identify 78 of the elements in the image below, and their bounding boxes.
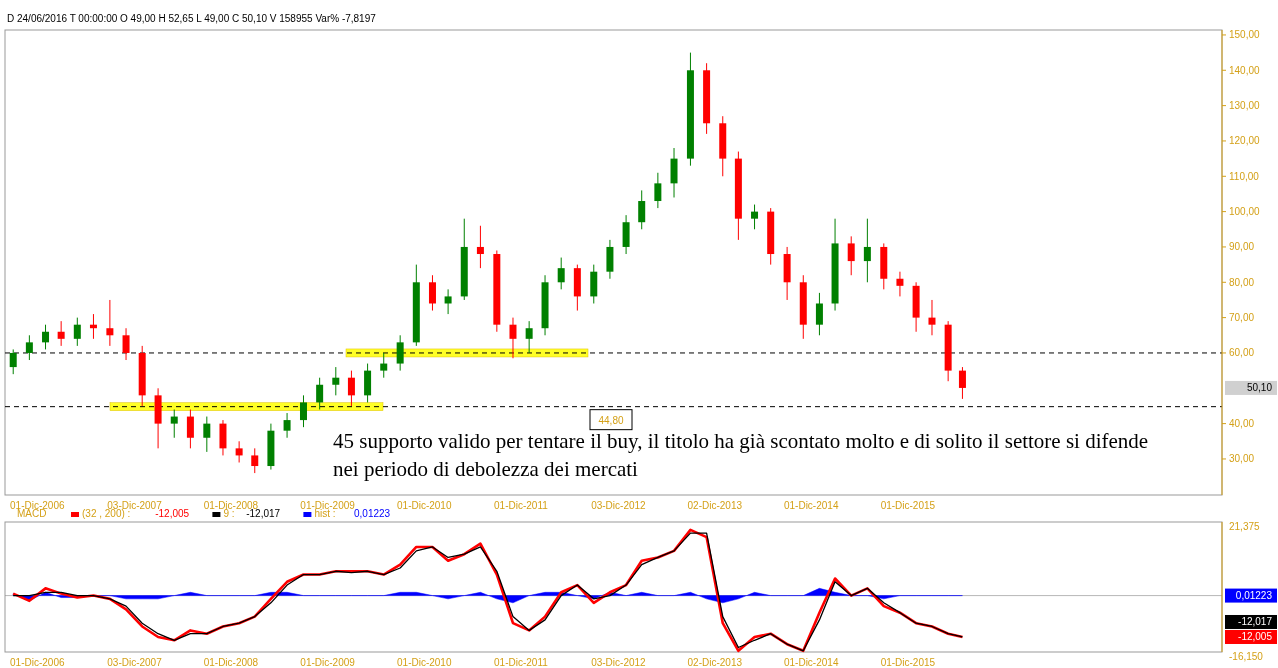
- x-tick-label: 01-Dic-2006: [10, 500, 65, 511]
- candlestick: [896, 271, 904, 297]
- x-tick-label: 01-Dic-2014: [783, 657, 839, 668]
- candlestick: [25, 334, 33, 361]
- y-tick-label: 60,00: [1229, 347, 1255, 359]
- text: 0,01223: [354, 508, 391, 519]
- y-tick-label: 40,00: [1229, 418, 1255, 430]
- candlestick: [444, 288, 452, 315]
- x-tick-label: 01-Dic-2009: [300, 657, 356, 668]
- candlestick: [380, 352, 388, 379]
- text: -12,017: [1238, 616, 1272, 628]
- candlestick: [251, 447, 259, 474]
- x-tick-label: 01-Dic-2014: [783, 500, 839, 511]
- y-tick-label: 130,00: [1229, 100, 1261, 112]
- candlestick: [863, 218, 871, 283]
- candlestick: [525, 320, 533, 354]
- x-tick-label: 01-Dic-2008: [203, 500, 259, 511]
- y-tick-label: 120,00: [1229, 135, 1261, 147]
- candlestick: [73, 317, 81, 347]
- candlestick: [170, 408, 178, 439]
- candlestick: [299, 394, 307, 428]
- x-tick-label: 03-Dic-2007: [107, 657, 163, 668]
- candlestick: [203, 416, 211, 453]
- candlestick: [958, 366, 966, 400]
- x-tick-label: 02-Dic-2013: [687, 500, 743, 511]
- y-tick-label: 140,00: [1229, 64, 1261, 76]
- legend-label: 9 :: [223, 508, 235, 519]
- y-tick-label: 90,00: [1229, 241, 1255, 253]
- text: -12,017: [246, 508, 281, 519]
- text: -16,150: [1229, 650, 1264, 662]
- candlestick: [347, 370, 355, 407]
- candlestick: [428, 274, 436, 312]
- x-tick-label: 01-Dic-2010: [397, 657, 452, 668]
- y-tick-label: 110,00: [1229, 170, 1260, 182]
- candlestick: [557, 257, 565, 290]
- candlestick: [509, 317, 517, 359]
- candlestick: [815, 292, 823, 336]
- y-tick-label: 70,00: [1229, 312, 1255, 324]
- text: -12,005: [1238, 631, 1272, 643]
- candlestick: [928, 299, 936, 336]
- candlestick: [57, 320, 65, 347]
- candlestick: [476, 225, 484, 269]
- chart-title: MACD: [17, 508, 47, 519]
- chart-subtitle: D 24/06/2016 T 00:00:00 O 49,00 H 52,65 L 49,00 C 50,10 V 158955 Var% -7,8197: [7, 13, 377, 24]
- candlestick: [332, 366, 340, 396]
- candlestick: [106, 299, 114, 347]
- candlestick: [122, 327, 130, 361]
- y-tick-label: 150,00: [1229, 29, 1261, 41]
- candlestick: [847, 235, 855, 276]
- x-tick-label: 01-Dic-2006: [10, 657, 65, 668]
- text: -12,005: [155, 508, 190, 519]
- candlestick: [751, 204, 759, 230]
- y-tick-label: 80,00: [1229, 276, 1255, 288]
- candlestick: [654, 172, 662, 209]
- x-tick-label: 03-Dic-2012: [591, 500, 647, 511]
- candlestick: [9, 348, 17, 375]
- y-tick-label: 100,00: [1229, 206, 1261, 218]
- x-tick-label: 01-Dic-2015: [880, 657, 936, 668]
- text: 50,10: [1246, 382, 1273, 394]
- text: 21,375: [1229, 520, 1261, 532]
- candlestick: [638, 189, 646, 230]
- x-tick-label: 01-Dic-2010: [397, 500, 452, 511]
- candlestick: [316, 377, 324, 410]
- annotation: 45 supporto valido per tentare il buy, il titolo ha già scontato molto e di solito il settore si difende nei periodo di debolezza dei mercati: [333, 429, 1149, 481]
- candlestick: [235, 440, 243, 463]
- y-tick-label: 30,00: [1229, 453, 1255, 465]
- candlestick: [186, 408, 194, 449]
- candlestick: [396, 334, 404, 372]
- ref-line-label: 44,80: [598, 414, 624, 426]
- x-tick-label: 01-Dic-2011: [494, 500, 549, 511]
- x-tick-label: 01-Dic-2011: [494, 657, 549, 668]
- candlestick: [283, 412, 291, 439]
- text: 0,01223: [1235, 590, 1272, 602]
- candlestick: [42, 324, 50, 350]
- x-tick-label: 01-Dic-2008: [203, 657, 259, 668]
- x-tick-label: 03-Dic-2012: [591, 657, 647, 668]
- x-tick-label: 01-Dic-2015: [880, 500, 936, 511]
- x-tick-label: 02-Dic-2013: [687, 657, 743, 668]
